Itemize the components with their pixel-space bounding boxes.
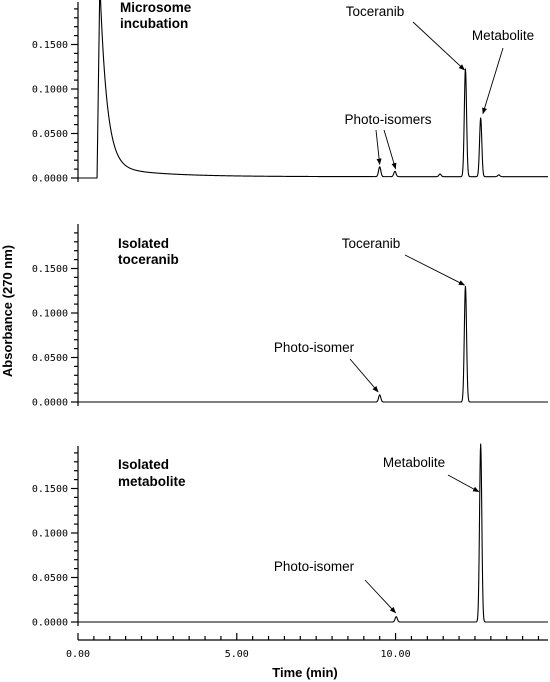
peak-annotation-arrow [364,579,396,614]
peak-annotation-label: Photo-isomer [274,559,355,574]
peak-annotation-label: Photo-isomers [344,112,431,127]
peak-annotation-arrow [383,129,397,170]
chromatogram-trace [77,285,549,403]
peak-annotation-arrow [404,254,466,286]
peak-annotation-label: Toceranib [342,236,401,251]
panel-label-line: Isolated [118,236,169,251]
y-tick-label: 0.1500 [32,264,68,275]
x-tick-label: 10.00 [381,649,411,660]
panels-layer: 0.0000 0.0500 0.1000 0.1500 Microsomeincubat… [32,0,549,629]
y-tick-label: 0.1000 [32,309,68,320]
y-tick-label: 0.0500 [32,353,68,364]
x-axis: 0.00 5.00 10.00 [66,633,548,660]
peak-annotation-arrow [349,358,379,393]
peak-annotation-label: Photo-isomer [274,340,355,355]
y-tick-label: 0.0500 [32,573,68,584]
peak-annotation-arrow [447,474,480,493]
peak-annotation-arrow [375,129,382,165]
panel-2: 0.0000 0.0500 0.1000 0.1500 Isolatedtocerani… [32,224,549,409]
y-tick-label: 0.0000 [32,174,68,185]
peak-annotation-label: Metabolite [472,28,534,43]
peak-annotation-label: Toceranib [346,4,405,19]
chromatogram-trace [77,443,549,623]
y-tick-label: 0.1500 [32,40,68,51]
panel-3: 0.0000 0.0500 0.1000 0.1500 Isolated metaboli… [32,443,549,629]
y-tick-label: 0.1000 [32,529,68,540]
peak-annotation-label: Metabolite [383,455,445,470]
y-tick-label: 0.0000 [32,398,68,409]
y-tick-label: 0.0000 [32,618,68,629]
peak-annotation-arrow [482,47,504,115]
y-axis-title: Absorbance (270 nm) [0,245,15,377]
panel-label-line: Isolated [118,457,169,472]
y-tick-label: 0.1500 [32,484,68,495]
peak-annotation-arrow [412,21,465,71]
panel-label-line: Microsome [120,0,192,15]
x-tick-label: 0.00 [66,649,90,660]
panel-label-line: incubation [120,16,188,31]
y-tick-label: 0.0500 [32,129,68,140]
panel-label-line: toceranib [118,252,179,267]
y-tick-label: 0.1000 [32,85,68,96]
chromatogram-trace [77,0,549,179]
x-tick-label: 5.00 [225,649,249,660]
panel-label-line: metabolite [118,474,186,489]
x-axis-title: Time (min) [272,665,338,680]
panel-1: 0.0000 0.0500 0.1000 0.1500 Microsomeincubat… [32,0,549,185]
